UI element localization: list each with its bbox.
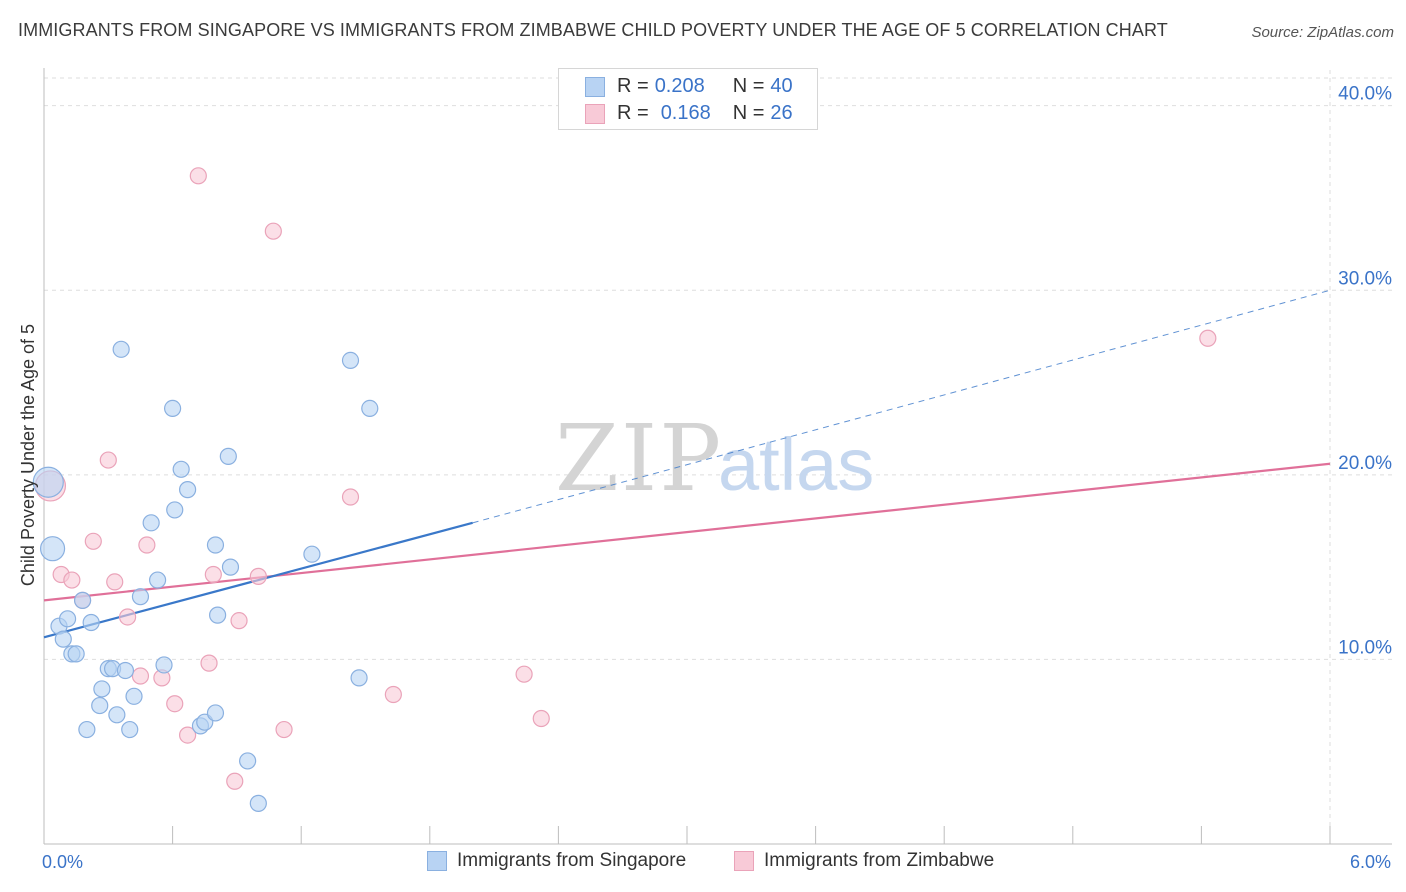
y-tick-labels: 10.0% 20.0% 30.0% 40.0% [1338, 84, 1392, 659]
point-zimbabwe [341, 488, 360, 506]
legend-r-value: 0.168 [660, 102, 711, 124]
point-singapore [32, 466, 64, 498]
point-singapore [206, 536, 225, 554]
legend-swatch-singapore [585, 76, 605, 97]
point-singapore [166, 501, 184, 519]
point-singapore [125, 687, 143, 705]
chart-title: IMMIGRANTS FROM SINGAPORE VS IMMIGRANTS … [18, 20, 1168, 40]
point-zimbabwe [189, 167, 207, 185]
legend-n-label: N = [732, 75, 765, 97]
point-zimbabwe [230, 612, 248, 630]
point-singapore [131, 588, 150, 606]
point-singapore [121, 720, 139, 739]
point-singapore [116, 661, 135, 680]
legend-r-value: 0.208 [654, 75, 705, 97]
bottom-legend-singapore: Immigrants from Singapore [427, 850, 686, 872]
point-singapore [67, 645, 85, 663]
point-singapore [93, 680, 111, 698]
point-singapore [341, 351, 360, 370]
watermark: ZIP atlas [555, 405, 874, 512]
point-zimbabwe [138, 536, 156, 554]
point-singapore [219, 447, 237, 465]
bottom-legend-swatch-zimbabwe [734, 851, 754, 871]
point-zimbabwe [106, 573, 124, 591]
bottom-legend-zimbabwe: Immigrants from Zimbabwe [734, 850, 994, 872]
point-zimbabwe [532, 709, 550, 728]
y-tick-label: 40.0% [1338, 84, 1392, 105]
point-singapore [221, 558, 240, 576]
legend-box: R = 0.208 N = 40 R = 0.168 N = 26 [558, 68, 818, 130]
point-singapore [350, 669, 368, 687]
source-label: Source: ZipAtlas.com [1251, 24, 1394, 41]
point-singapore [82, 613, 100, 632]
y-axis-label: Child Poverty Under the Age of 5 [18, 324, 38, 586]
point-zimbabwe [1199, 329, 1217, 347]
point-zimbabwe [179, 726, 197, 744]
point-zimbabwe [166, 695, 184, 713]
point-zimbabwe [515, 665, 533, 683]
point-singapore [361, 399, 379, 417]
point-zimbabwe [275, 720, 293, 739]
legend-swatch-zimbabwe [585, 103, 605, 124]
x-tick-min: 0.0% [42, 852, 84, 872]
bottom-legend-label-singapore: Immigrants from Singapore [457, 850, 687, 871]
point-zimbabwe [99, 451, 117, 469]
point-singapore [58, 610, 77, 628]
x-tick-max: 6.0% [1350, 852, 1392, 872]
point-singapore [249, 794, 267, 812]
point-singapore [112, 340, 130, 358]
point-zimbabwe [264, 222, 282, 240]
point-zimbabwe [384, 685, 402, 704]
point-zimbabwe [200, 654, 218, 672]
point-singapore [239, 752, 257, 770]
point-singapore [73, 591, 92, 609]
point-singapore [142, 514, 160, 532]
watermark-atlas: atlas [718, 423, 874, 506]
point-singapore [54, 630, 72, 648]
y-tick-label: 20.0% [1338, 453, 1392, 474]
trend-line-singapore-extension [472, 289, 1331, 524]
point-zimbabwe [204, 565, 222, 584]
point-singapore [39, 536, 66, 562]
bottom-legend-swatch-singapore [427, 851, 447, 871]
legend-row-singapore: R = 0.208 N = 40 [585, 75, 793, 98]
point-singapore [303, 545, 321, 563]
point-singapore [78, 720, 96, 739]
legend-n-label: N = [732, 102, 765, 124]
legend-n-value: 40 [770, 75, 793, 97]
y-tick-label: 30.0% [1338, 268, 1392, 289]
point-singapore [155, 656, 173, 674]
point-singapore [91, 696, 109, 715]
y-tick-label: 10.0% [1338, 637, 1392, 658]
point-zimbabwe [249, 567, 267, 585]
point-zimbabwe [63, 571, 81, 589]
gridlines [44, 70, 1392, 844]
point-singapore [164, 399, 182, 417]
legend-n-value: 26 [770, 102, 793, 124]
point-zimbabwe [131, 667, 150, 685]
legend-r-label: R = [617, 75, 649, 97]
point-singapore [172, 460, 190, 478]
axes [43, 68, 1392, 845]
point-singapore [179, 481, 197, 499]
point-zimbabwe [226, 772, 244, 790]
point-singapore [209, 606, 227, 624]
bottom-legend: Immigrants from Singapore Immigrants fro… [0, 850, 1406, 880]
legend-row-zimbabwe: R = 0.168 N = 26 [585, 102, 793, 125]
legend-r-label: R = [617, 102, 649, 124]
point-singapore [148, 571, 167, 589]
bottom-legend-label-zimbabwe: Immigrants from Zimbabwe [764, 850, 995, 871]
point-singapore [206, 704, 225, 722]
point-zimbabwe [84, 532, 102, 550]
data-points [32, 167, 1217, 812]
point-singapore [108, 706, 126, 724]
watermark-zip: ZIP [555, 405, 723, 512]
point-zimbabwe [118, 608, 137, 626]
